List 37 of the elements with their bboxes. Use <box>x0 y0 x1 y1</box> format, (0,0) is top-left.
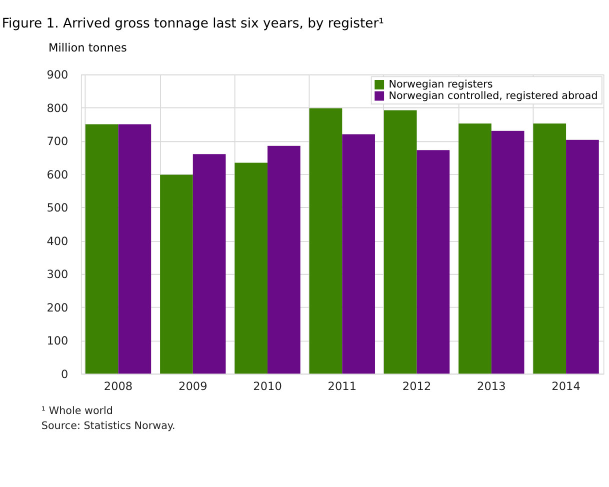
y-axis-title: Million tonnes <box>48 41 127 54</box>
bar <box>268 146 300 374</box>
bar <box>458 124 492 374</box>
legend-label: Norwegian controlled, registered abroad <box>388 90 598 102</box>
bar <box>416 150 450 374</box>
y-tick-label: 500 <box>46 202 68 215</box>
bar <box>118 124 152 374</box>
bar <box>85 124 118 374</box>
text: ¹ Whole world <box>41 405 113 418</box>
y-tick-label: 300 <box>46 268 68 282</box>
bar <box>192 154 226 374</box>
chart-title: Figure 1. Arrived gross tonnage last six years, by register¹ <box>2 16 384 32</box>
bar <box>566 140 599 374</box>
bar <box>342 134 375 374</box>
x-tick-label: 2014 <box>552 380 580 394</box>
x-tick-label: 2009 <box>178 380 208 394</box>
bar <box>234 162 268 374</box>
y-tick-label: 800 <box>46 102 68 115</box>
y-tick-label: 600 <box>46 168 68 182</box>
x-tick-label: 2013 <box>477 380 506 394</box>
bar <box>384 110 417 374</box>
x-tick-label: 2012 <box>402 380 432 394</box>
x-tick-label: 2010 <box>253 380 282 394</box>
x-tick-label: 2011 <box>328 380 357 394</box>
bar <box>533 124 566 374</box>
y-tick-label: 900 <box>46 68 68 82</box>
y-tick-label: 700 <box>46 135 68 148</box>
bar <box>160 174 193 374</box>
y-tick-label: 400 <box>46 234 68 248</box>
source-note: Source: Statistics Norway. <box>41 420 176 432</box>
y-tick-label: 200 <box>46 301 68 314</box>
legend-label: Norwegian registers <box>388 78 493 91</box>
y-tick-label: 100 <box>46 334 68 348</box>
bar <box>491 130 524 374</box>
y-tick-label: 0 <box>61 368 68 381</box>
bar <box>309 108 342 374</box>
x-tick-label: 2008 <box>104 380 133 394</box>
